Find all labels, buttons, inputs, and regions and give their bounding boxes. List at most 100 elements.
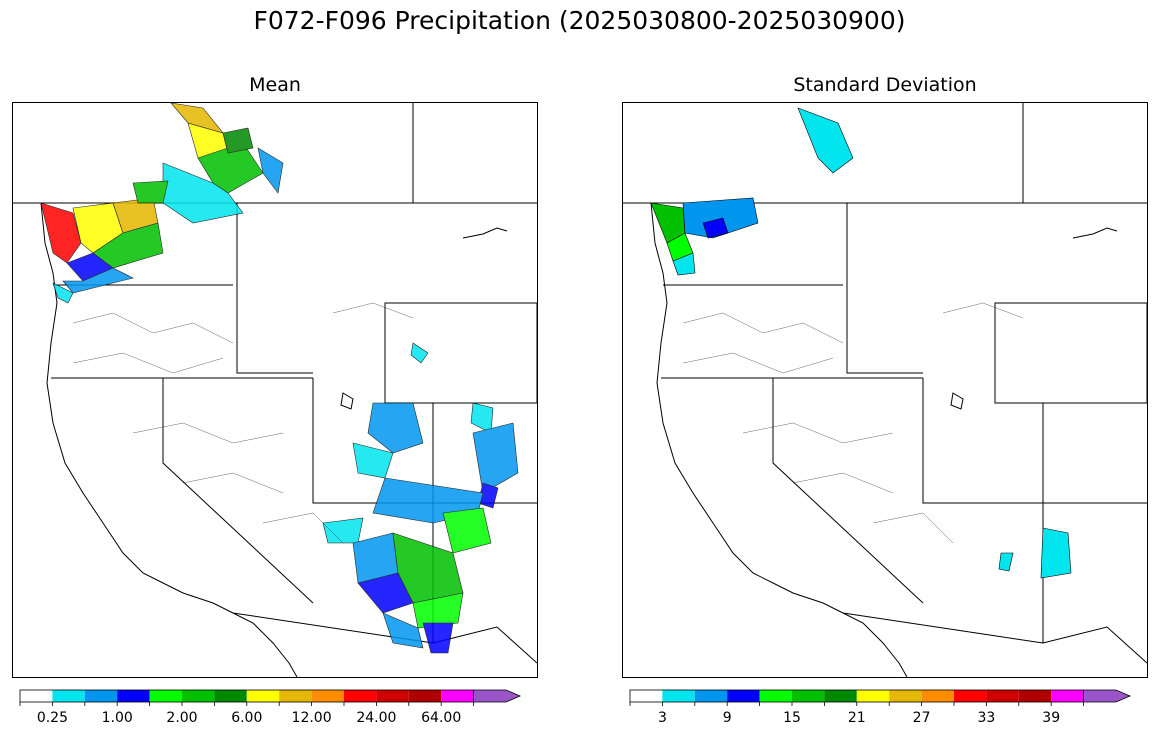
colorbar-tick-label: 21 [848, 710, 866, 726]
border-mexico [842, 612, 1147, 664]
border-ut [922, 378, 1043, 504]
basin-co-blue-e [472, 422, 519, 494]
basin-co-blue-n [367, 402, 424, 454]
colorbar-tick-label: 0.25 [37, 710, 68, 726]
colorbar-swatch [1051, 690, 1084, 702]
colorbar-swatch [344, 690, 377, 702]
colorbar-swatch [792, 690, 825, 702]
panel-title-stddev: Standard Deviation [793, 74, 977, 96]
basin-id-green [132, 180, 169, 204]
stddev-colorbar: 3 9 15 21 27 33 39 [629, 689, 1132, 726]
colorbar-swatch [662, 690, 695, 702]
colorbar-tick-label: 2.00 [166, 710, 197, 726]
basin-ut-cyan [410, 342, 429, 364]
coastline [650, 202, 908, 677]
colorbar-swatch [954, 690, 987, 702]
basin-texture-6 [872, 512, 954, 544]
basin-olympic-red [40, 202, 82, 264]
border-id [846, 203, 923, 374]
border-id [236, 203, 313, 374]
colorbar-tick-label: 1.00 [102, 710, 133, 726]
colorbar-swatch [279, 690, 312, 702]
basin-texture-4 [792, 472, 894, 494]
basin-texture-5 [332, 302, 414, 319]
basin-nm-darkblue-s [422, 622, 454, 654]
border-co [1042, 402, 1147, 504]
colorbar-swatch [376, 690, 409, 702]
colorbar-swatch [824, 690, 857, 702]
basin-texture-3 [132, 422, 284, 444]
colorbar-swatch [986, 690, 1019, 702]
colorbar-swatch [856, 690, 890, 702]
colorbar-tick-label: 12.00 [292, 710, 332, 726]
basin-texture-3 [742, 422, 894, 444]
border-wy [384, 302, 537, 404]
colorbar-tick-label: 24.00 [356, 710, 396, 726]
colorbar-tick-label: 3 [658, 710, 667, 726]
mean-colorbar: 0.25 1.00 2.00 6.00 12.00 24.00 64.00 [19, 689, 522, 726]
colorbar-swatch [52, 690, 85, 702]
basin-coast-lightblue [62, 267, 134, 294]
colorbar-swatch [921, 690, 954, 702]
basin-bc-cyan [797, 107, 854, 174]
coastline [40, 202, 298, 677]
colorbar-tick-label: 15 [783, 710, 801, 726]
colorbar-swatch [694, 690, 728, 702]
lake-sakakawea [462, 227, 508, 239]
basin-co-cyan-ne [470, 402, 494, 434]
basin-coast-cyan [672, 252, 696, 276]
border-nv [772, 378, 924, 604]
basin-texture-5 [942, 302, 1024, 319]
lake-sakakawea [1072, 227, 1118, 239]
colorbar-swatch [84, 690, 118, 702]
colorbar-tick-label: 64.00 [421, 710, 461, 726]
colorbar-swatch [20, 690, 53, 702]
figure-title: F072-F096 Precipitation (2025030800-2025… [253, 6, 906, 35]
basin-texture-1 [682, 312, 844, 344]
colorbar-swatch [182, 690, 215, 702]
basin-texture-1 [72, 312, 234, 344]
border-nv [162, 378, 314, 604]
colorbar-swatch [214, 690, 247, 702]
basin-co-green-e [442, 507, 492, 554]
great-salt-lake [950, 392, 964, 410]
stddev-map [622, 102, 1148, 678]
mean-map-svg [13, 103, 537, 677]
colorbar-swatch [630, 690, 663, 702]
border-mexico [232, 612, 537, 664]
colorbar-swatch [889, 690, 922, 702]
colorbar-extend-arrow [473, 689, 522, 703]
border-wy [994, 302, 1147, 404]
basin-nm-cyan-w [322, 517, 364, 544]
colorbar-swatch [149, 690, 182, 702]
basin-puget-darkblue [702, 217, 729, 239]
basin-bc-darkgreen [222, 127, 254, 154]
colorbar-swatch [441, 690, 474, 702]
stddev-map-svg [623, 103, 1147, 677]
colorbar-tick-label: 27 [913, 710, 931, 726]
panel-title-mean: Mean [249, 74, 301, 96]
basin-bc-blue [257, 147, 284, 194]
colorbar-swatch [117, 690, 150, 702]
colorbar-swatch [311, 690, 344, 702]
colorbar-tick-label: 39 [1042, 710, 1060, 726]
colorbar-swatch [759, 690, 792, 702]
basin-wa-cyan [52, 282, 74, 304]
basin-texture-2 [682, 352, 834, 374]
basin-texture-2 [72, 352, 224, 374]
basin-puget-blue [682, 197, 759, 239]
colorbar-tick-label: 9 [723, 710, 732, 726]
basin-texture-4 [182, 472, 284, 494]
basin-nm-green-s [412, 592, 464, 629]
basin-nm-cyan-b [998, 552, 1014, 572]
colorbar-swatch [246, 690, 280, 702]
colorbar-tick-label: 33 [977, 710, 995, 726]
basin-nm-blue-s [382, 612, 424, 649]
basin-nm-cyan-a [1040, 527, 1072, 579]
colorbar-extend-arrow [1083, 689, 1132, 703]
colorbar-swatch [727, 690, 760, 702]
colorbar-swatch [1018, 690, 1052, 702]
colorbar-swatch [408, 690, 442, 702]
colorbar-tick-label: 6.00 [231, 710, 262, 726]
basin-texture-6 [262, 512, 344, 544]
